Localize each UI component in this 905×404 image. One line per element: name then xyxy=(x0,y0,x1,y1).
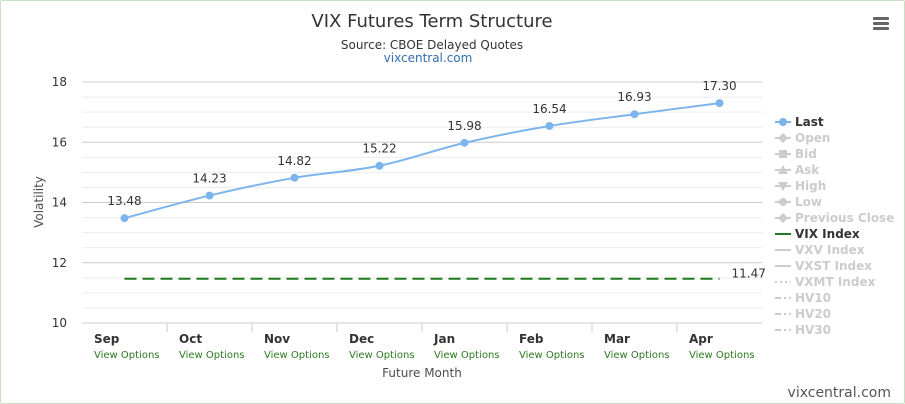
data-label: 16.93 xyxy=(617,90,651,104)
data-point-last[interactable] xyxy=(545,121,554,130)
data-label: 15.98 xyxy=(447,119,481,133)
data-point-last[interactable] xyxy=(205,191,214,200)
legend-label: HV20 xyxy=(795,307,831,321)
view-options-link[interactable]: View Options xyxy=(434,350,500,361)
data-point-last[interactable] xyxy=(375,161,384,170)
grid-lines xyxy=(82,81,762,332)
view-options-link[interactable]: View Options xyxy=(519,350,585,361)
data-point-last[interactable] xyxy=(715,99,724,108)
y-tick-label: 16 xyxy=(52,135,67,149)
legend-label: Bid xyxy=(795,147,817,161)
legend-triangle-icon xyxy=(778,165,788,174)
x-tick-label: Jan xyxy=(433,332,455,346)
data-point-last[interactable] xyxy=(630,110,639,119)
x-tick-label: Sep xyxy=(94,332,120,346)
x-tick-label: Mar xyxy=(604,332,630,346)
x-tick-label: Feb xyxy=(519,332,544,346)
x-tick-label: Dec xyxy=(349,332,374,346)
legend-item[interactable]: VIX Index xyxy=(775,227,860,241)
view-options-link[interactable]: View Options xyxy=(689,350,755,361)
view-options-link[interactable]: View Options xyxy=(179,350,245,361)
legend-item[interactable]: HV20 xyxy=(775,307,831,321)
view-options-link[interactable]: View Options xyxy=(264,350,330,361)
y-tick-label: 18 xyxy=(52,75,67,89)
legend-label: VXV Index xyxy=(795,243,865,257)
x-tick-label: Apr xyxy=(689,332,713,346)
legend-label: HV30 xyxy=(795,323,831,337)
legend-label: Low xyxy=(795,195,822,209)
legend-item[interactable]: VXV Index xyxy=(775,243,865,257)
data-label: 13.48 xyxy=(107,194,141,208)
legend-triangle-down-icon xyxy=(778,182,788,191)
legend-label: HV10 xyxy=(795,291,831,305)
legend-diamond-icon xyxy=(778,213,788,223)
legend: Last Open Bid Ask High Low Previous Close VIX I… xyxy=(775,115,894,337)
legend-item[interactable]: Ask xyxy=(775,163,820,177)
legend-item[interactable]: Last xyxy=(775,115,824,129)
legend-label: Ask xyxy=(795,163,820,177)
data-label: 14.23 xyxy=(192,172,226,186)
legend-item[interactable]: High xyxy=(775,179,826,193)
data-label: 14.82 xyxy=(277,154,311,168)
x-tick-label: Oct xyxy=(179,332,202,346)
hamburger-menu-icon[interactable] xyxy=(870,12,892,34)
series-line-last xyxy=(124,102,720,220)
legend-diamond-icon xyxy=(778,133,788,143)
y-axis: 10 12 14 16 18 xyxy=(52,75,67,330)
legend-label: Previous Close xyxy=(795,211,894,225)
legend-label: Last xyxy=(795,115,824,129)
x-tick-label: Nov xyxy=(264,332,290,346)
chart-title: VIX Futures Term Structure xyxy=(311,11,552,32)
vix-index-value-label: 11.47 xyxy=(732,267,766,281)
data-label: 15.22 xyxy=(362,142,396,156)
legend-circle-icon xyxy=(779,198,787,206)
legend-item[interactable]: Low xyxy=(775,195,822,209)
data-point-last[interactable] xyxy=(120,214,129,223)
legend-square-icon xyxy=(779,150,787,158)
legend-circle-icon xyxy=(779,118,787,126)
view-options-link[interactable]: View Options xyxy=(349,350,415,361)
legend-item[interactable]: VXST Index xyxy=(775,259,872,273)
legend-item[interactable]: HV30 xyxy=(775,323,831,337)
data-label: 16.54 xyxy=(532,102,566,116)
legend-item[interactable]: Open xyxy=(775,131,830,145)
series-layer: 11.47 13.48 14.23 14.82 15.22 15.98 16.54 16.93… xyxy=(107,79,766,281)
legend-label: Open xyxy=(795,131,830,145)
data-point-last[interactable] xyxy=(460,138,469,147)
y-axis-title: Volatility xyxy=(32,176,46,228)
data-label: 17.30 xyxy=(702,79,736,93)
x-axis: Sep View Options Oct View Options Nov View Op… xyxy=(94,332,755,361)
legend-item[interactable]: HV10 xyxy=(775,291,831,305)
legend-label: VIX Index xyxy=(795,227,860,241)
view-options-link[interactable]: View Options xyxy=(604,350,670,361)
x-axis-title: Future Month xyxy=(382,366,462,380)
legend-item[interactable]: Bid xyxy=(775,147,817,161)
legend-label: VXST Index xyxy=(795,259,872,273)
y-tick-label: 14 xyxy=(52,196,67,210)
source-link[interactable]: vixcentral.com xyxy=(384,51,473,65)
view-options-link[interactable]: View Options xyxy=(94,350,160,361)
legend-label: High xyxy=(795,179,826,193)
credit-link[interactable]: vixcentral.com xyxy=(788,385,891,401)
legend-label: VXMT Index xyxy=(795,275,876,289)
legend-item[interactable]: Previous Close xyxy=(775,211,894,225)
data-point-last[interactable] xyxy=(290,173,299,182)
legend-item[interactable]: VXMT Index xyxy=(775,275,876,289)
chart-subtitle: Source: CBOE Delayed Quotes xyxy=(341,38,523,52)
y-tick-label: 10 xyxy=(52,316,67,330)
y-tick-label: 12 xyxy=(52,256,67,270)
